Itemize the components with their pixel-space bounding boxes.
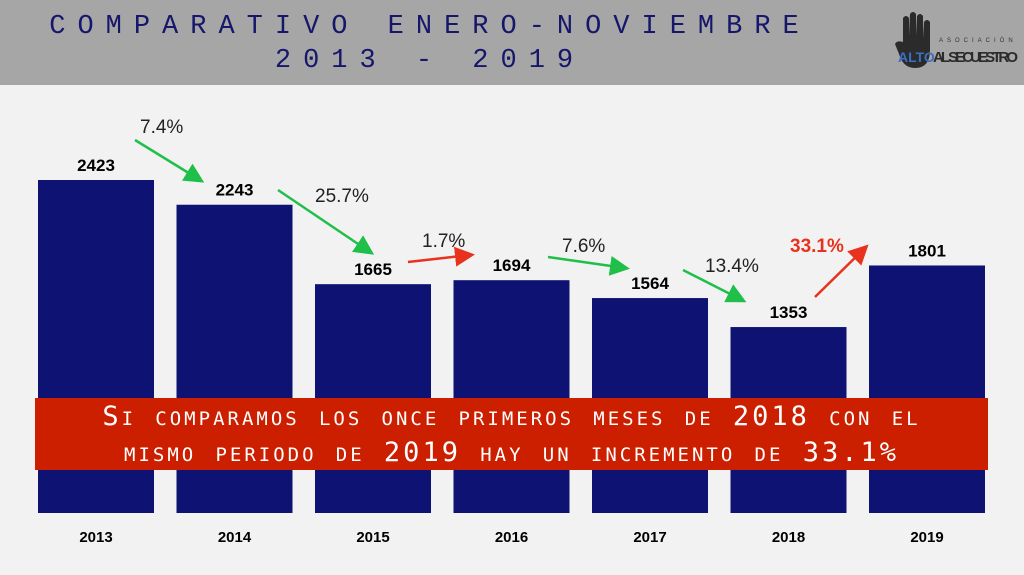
value-label-2015: 1665 [354,260,392,279]
change-arrow-6 [814,244,869,298]
title-line2: 2013 - 2019 [274,46,586,76]
change-label-5: 13.4% [705,256,759,277]
banner-line1: Si comparamos los once primeros meses de… [102,401,921,432]
value-label-2017: 1564 [631,274,669,293]
change-label-3: 1.7% [422,231,465,252]
change-arrow-2 [277,188,375,255]
conclusion-banner: Si comparamos los once primeros meses de… [35,398,988,470]
logo-asociacion: ASOCIACIÓN [939,37,1017,44]
banner-line2: mismo periodo de 2019 hay un incremento … [124,437,899,468]
value-label-2019: 1801 [908,241,946,260]
change-label-2: 25.7% [315,186,369,207]
bar-2016 [453,280,570,513]
value-label-2018: 1353 [770,303,808,322]
value-label-2016: 1694 [493,256,531,275]
bar-2019 [869,265,985,513]
logo-alto: ALTO [898,49,935,65]
title-line1: COMPARATIVO ENERO-NOVIEMBRE [49,12,811,42]
x-tick-2014: 2014 [218,529,252,546]
change-arrow-4 [547,255,630,276]
change-arrow-3 [407,246,475,267]
x-tick-2015: 2015 [356,529,389,546]
change-arrow-1 [134,138,205,183]
logo-main: AL SECUESTRO [933,49,1018,66]
change-label-1: 7.4% [140,117,183,138]
x-tick-2017: 2017 [633,529,666,546]
change-label-4: 7.6% [562,236,605,257]
value-label-2013: 2423 [77,156,115,175]
change-arrow-5 [682,268,747,303]
header: COMPARATIVO ENERO-NOVIEMBRE 2013 - 2019 … [0,0,1024,85]
x-tick-2019: 2019 [910,529,943,546]
change-label-6: 33.1% [790,236,844,257]
x-tick-2018: 2018 [772,529,805,546]
x-tick-2016: 2016 [495,529,528,546]
hand-icon: ALTO ASOCIACIÓN AL SECUESTRO [895,12,1018,68]
value-label-2014: 2243 [216,181,254,200]
logo: ALTO ASOCIACIÓN AL SECUESTRO [895,10,1020,70]
x-tick-2013: 2013 [79,529,112,546]
